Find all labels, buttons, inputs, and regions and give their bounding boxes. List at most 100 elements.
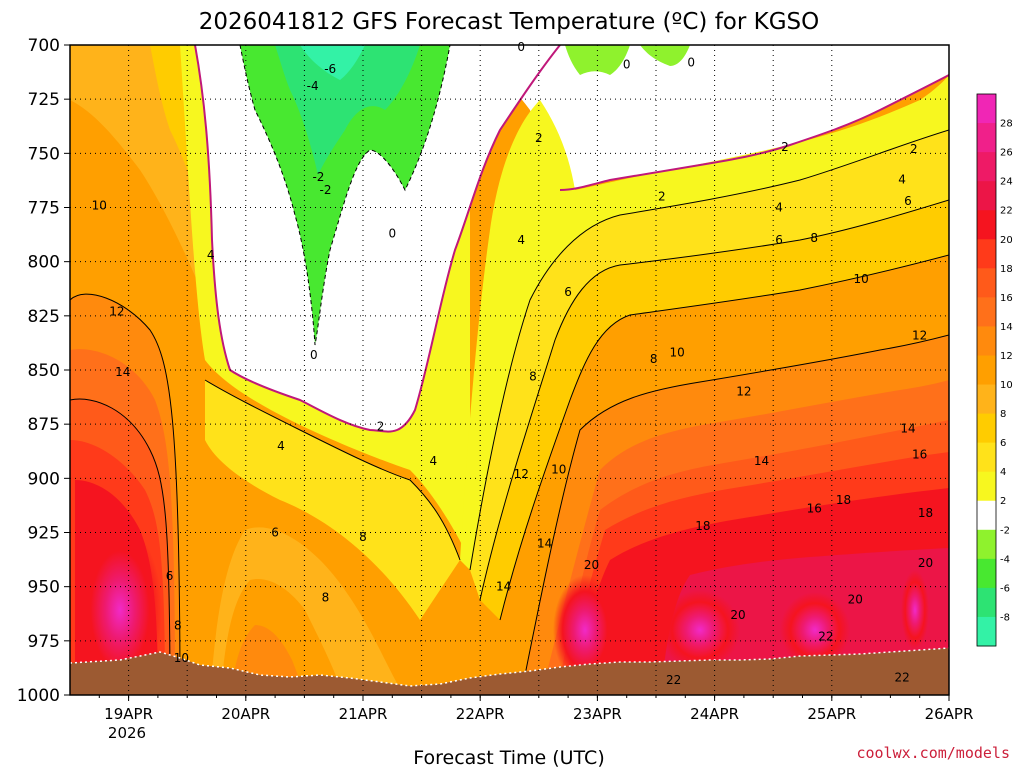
colorbar-swatch <box>977 297 996 327</box>
colorbar-label: 2 <box>1000 496 1006 507</box>
contour-label: 18 <box>836 493 851 507</box>
colorbar-swatch <box>977 152 996 182</box>
colorbar-label: 10 <box>1000 380 1013 391</box>
band-right-core-b <box>780 592 850 668</box>
colorbar-label: 20 <box>1000 235 1013 246</box>
y-tick-label: 925 <box>28 524 60 544</box>
contour-label: 12 <box>736 385 751 399</box>
x-tick-label: 24APR <box>690 705 739 723</box>
contour-label: -2 <box>312 170 324 184</box>
y-tick-label: 775 <box>28 199 60 219</box>
colorbar-swatch <box>977 384 996 415</box>
colorbar-label: 26 <box>1000 148 1013 159</box>
contour-label: 14 <box>115 365 130 379</box>
y-tick-label: 1000 <box>17 686 60 706</box>
x-tick-label: 23APR <box>573 705 622 723</box>
contour-label: -4 <box>307 79 319 93</box>
contour-label: 8 <box>174 619 182 633</box>
band-right-core-a <box>660 590 740 670</box>
colorbar-label: 28 <box>1000 119 1013 130</box>
contour-label: 12 <box>912 328 927 342</box>
grid-lines <box>70 45 949 695</box>
band-right-yellow-4 <box>470 130 949 600</box>
contour-label: 22 <box>666 673 681 687</box>
band-right-zero <box>470 45 949 190</box>
isotherm-line-g <box>204 379 461 561</box>
contour-label: 6 <box>166 569 174 583</box>
colorbar-swatch <box>977 181 996 211</box>
band-cold-minus4 <box>275 45 420 175</box>
contour-label: 6 <box>904 194 912 208</box>
colorbar-label: 22 <box>1000 206 1013 217</box>
contour-label: 16 <box>912 448 927 462</box>
isotherm-line-c <box>499 254 949 621</box>
contour-label: 12 <box>109 305 124 319</box>
ground-snow-edge <box>70 647 949 687</box>
colorbar-label: 16 <box>1000 293 1013 304</box>
contour-label: 0 <box>517 40 525 54</box>
freezing-line-right <box>559 74 949 191</box>
contour-label: 8 <box>650 352 658 366</box>
contour-label: 2 <box>910 142 918 156</box>
y-tick-label: 850 <box>28 361 60 381</box>
ground-terrain <box>70 648 949 695</box>
contour-label: 8 <box>359 530 367 544</box>
contour-label: 6 <box>564 285 572 299</box>
x-axis: 19APR 20APR 21APR 22APR 23APR 24APR 25APR 26APR <box>98 695 974 723</box>
contour-label: 6 <box>271 526 279 540</box>
isotherm-line-d <box>520 334 949 695</box>
x-tick-label: 25APR <box>807 705 856 723</box>
isotherm-line-b <box>479 199 949 601</box>
y-tick-label: 700 <box>28 36 60 56</box>
contour-label: 0 <box>623 58 631 72</box>
band-cold-yellow-4 <box>205 380 460 620</box>
colorbar-swatch <box>977 442 996 473</box>
contour-label: 14 <box>537 536 552 550</box>
contour-label: 18 <box>695 519 710 533</box>
band-cold-minus2 <box>240 45 450 345</box>
isotherm-line-h <box>239 45 451 346</box>
colorbar-label: 18 <box>1000 264 1013 275</box>
contour-label: 20 <box>584 558 599 572</box>
band-right-yellow-2 <box>460 75 949 570</box>
contour-label: 4 <box>775 201 783 215</box>
colorbar-swatch <box>977 268 996 298</box>
colorbar-swatch <box>977 413 996 444</box>
x-tick-label: 19APR <box>104 705 153 723</box>
contour-label: 20 <box>730 608 745 622</box>
y-tick-label: 900 <box>28 469 60 489</box>
contour-label: 2 <box>535 131 543 145</box>
contour-label: 4 <box>207 248 215 262</box>
band-right-core-c <box>553 575 617 685</box>
contour-label: 10 <box>853 272 868 286</box>
credit-text: coolwx.com/models <box>856 744 1010 762</box>
isotherm-line-f <box>70 398 171 695</box>
y-tick-label: 950 <box>28 578 60 598</box>
colorbar-swatch <box>977 326 996 356</box>
colorbar-label: 4 <box>1000 467 1006 478</box>
colorbar-label: -8 <box>1000 612 1010 623</box>
x-tick-label: 26APR <box>925 705 974 723</box>
chart-title: 2026041812 GFS Forecast Temperature (ºC)… <box>199 9 820 35</box>
x-tick-label: 21APR <box>339 705 388 723</box>
colorbar-swatch <box>977 355 996 386</box>
contour-label: 22 <box>894 671 909 685</box>
contour-label: 10 <box>669 346 684 360</box>
contour-label: 0 <box>388 227 396 241</box>
y-tick-label: 750 <box>28 144 60 164</box>
colorbar-swatch <box>977 500 996 531</box>
colorbar-label: 14 <box>1000 322 1013 333</box>
colorbar-swatch <box>977 94 996 124</box>
colorbar-swatch <box>977 210 996 240</box>
contour-label: 10 <box>92 198 107 212</box>
contour-label: 8 <box>529 370 537 384</box>
freezing-line-left <box>194 45 561 433</box>
x-tick-label: 20APR <box>221 705 270 723</box>
colorbar-swatch <box>977 123 996 153</box>
x-axis-label: Forecast Time (UTC) <box>413 747 604 768</box>
contour-label: 20 <box>918 556 933 570</box>
y-tick-label: 975 <box>28 632 60 652</box>
contour-label: 14 <box>900 422 915 436</box>
colorbar-swatch <box>977 616 996 647</box>
colorbar: 28 26 24 22 20 18 16 14 12 10 8 6 4 2 -2 -4 -6 -8 <box>976 93 1013 647</box>
